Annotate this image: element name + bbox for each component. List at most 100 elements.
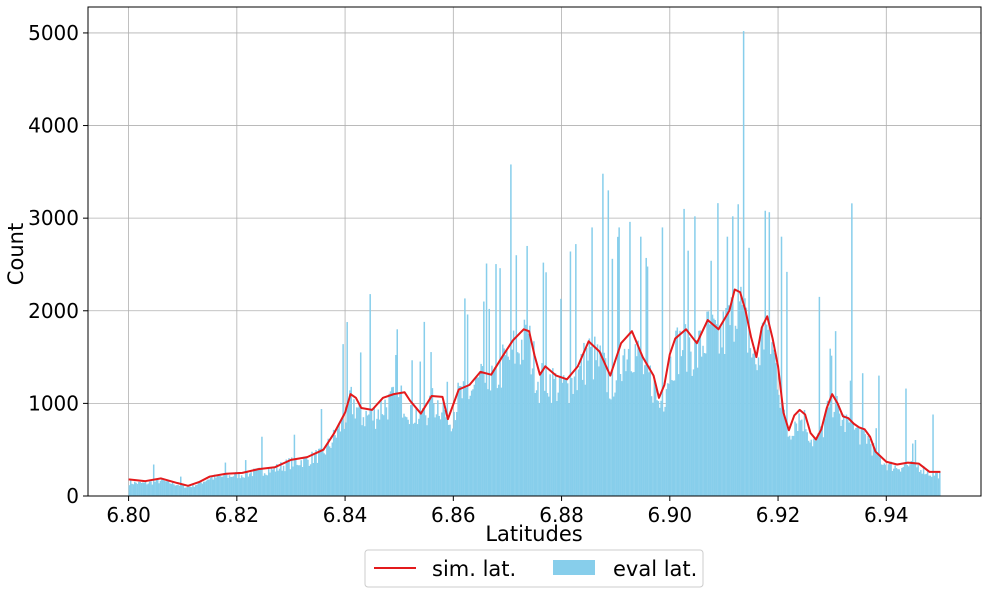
eval-lat-bar	[419, 361, 421, 496]
eval-lat-bar	[700, 356, 703, 496]
eval-lat-bar	[450, 431, 453, 496]
eval-lat-bar	[392, 386, 394, 496]
eval-lat-bar	[300, 460, 302, 496]
eval-lat-bar	[692, 369, 695, 496]
eval-lat-bar	[377, 409, 380, 496]
eval-lat-bar	[672, 380, 675, 496]
eval-lat-bar	[669, 356, 672, 496]
eval-lat-bar	[128, 485, 131, 496]
eval-lat-bar	[364, 426, 366, 496]
eval-lat-bar	[251, 476, 254, 496]
x-tick-label: 6.90	[648, 503, 693, 527]
eval-lat-bar	[840, 425, 842, 496]
eval-lat-bar	[387, 419, 389, 496]
eval-lat-bar	[922, 465, 925, 496]
eval-lat-bar	[798, 413, 800, 496]
eval-lat-bar	[649, 365, 652, 496]
eval-lat-bar	[280, 462, 282, 496]
eval-lat-bar	[746, 352, 749, 496]
eval-lat-bar	[207, 479, 209, 496]
eval-lat-bar	[642, 374, 645, 496]
eval-lat-bar	[817, 433, 819, 496]
eval-lat-bar	[388, 393, 390, 496]
eval-lat-bar	[355, 407, 358, 496]
eval-lat-bar	[805, 429, 807, 496]
eval-lat-bar	[652, 402, 654, 496]
eval-lat-bar	[888, 462, 891, 496]
eval-lat-bar	[568, 403, 570, 496]
eval-lat-bar	[257, 468, 259, 496]
eval-lat-bar	[690, 351, 692, 496]
eval-lat-bar	[845, 414, 848, 496]
eval-lat-bar	[466, 314, 469, 496]
eval-lat-bar	[676, 327, 679, 496]
eval-lat-bar	[276, 464, 278, 496]
eval-lat-bar	[741, 305, 744, 496]
x-tick-label: 6.82	[215, 503, 260, 527]
eval-lat-bar	[178, 485, 181, 496]
eval-lat-bar	[791, 435, 794, 496]
eval-lat-bar	[718, 353, 721, 496]
eval-lat-bar	[864, 434, 867, 496]
eval-lat-bar	[634, 344, 637, 496]
eval-lat-bar	[430, 352, 432, 496]
eval-lat-bar	[722, 311, 725, 496]
eval-lat-bar	[146, 484, 148, 496]
eval-lat-bar	[427, 417, 430, 496]
eval-lat-bar	[733, 341, 735, 496]
eval-lat-bar	[372, 420, 374, 496]
eval-lat-bar	[928, 475, 930, 496]
eval-lat-bar	[893, 468, 895, 496]
eval-lat-bar	[855, 427, 857, 496]
eval-lat-bar	[296, 464, 298, 496]
eval-lat-bar	[611, 258, 614, 496]
eval-lat-bar	[485, 263, 488, 496]
eval-lat-bar	[385, 407, 388, 496]
x-axis-ticks: 6.80 6.82 6.84 6.86 6.88 6.90 6.92 6.94	[106, 496, 909, 527]
eval-lat-bar	[527, 334, 530, 496]
eval-lat-bar	[169, 483, 171, 496]
eval-lat-bar	[335, 437, 338, 496]
eval-lat-bar	[760, 331, 762, 496]
eval-lat-bar	[285, 459, 288, 496]
eval-lat-bar	[216, 474, 219, 496]
eval-lat-bar	[779, 407, 781, 496]
eval-lat-bar	[727, 305, 730, 496]
eval-lat-bar	[786, 271, 788, 496]
eval-lat-bar	[681, 350, 684, 496]
eval-lat-bar	[554, 373, 557, 496]
eval-lat-bar	[230, 476, 232, 496]
eval-lat-bar	[541, 363, 543, 496]
eval-lat-bar	[787, 436, 790, 496]
eval-lat-bar	[483, 301, 485, 496]
eval-lat-bar	[530, 374, 532, 496]
eval-lat-bar	[139, 481, 141, 496]
eval-lat-bar	[433, 403, 435, 496]
eval-lat-bar	[506, 349, 508, 496]
eval-lat-bar	[792, 435, 795, 496]
eval-lat-bar	[313, 453, 316, 496]
eval-lat-bar	[462, 381, 465, 496]
eval-lat-bar	[665, 389, 668, 496]
eval-lat-bar	[456, 411, 458, 496]
eval-lat-bar	[819, 426, 822, 496]
eval-lat-bar	[284, 471, 286, 496]
eval-lat-bar	[756, 370, 758, 496]
eval-lat-bar	[641, 355, 643, 496]
eval-lat-bar	[327, 438, 329, 496]
eval-lat-bar	[910, 461, 913, 496]
eval-lat-bar	[320, 408, 323, 496]
eval-lat-bar	[847, 418, 849, 496]
eval-lat-bar	[553, 379, 555, 496]
eval-lat-bar	[744, 298, 746, 496]
eval-lat-bar	[319, 448, 321, 496]
x-tick-label: 6.92	[756, 503, 801, 527]
eval-lat-bar	[461, 398, 463, 496]
eval-lat-bar	[863, 430, 865, 496]
eval-lat-bar	[358, 402, 361, 496]
eval-lat-bar	[391, 387, 393, 496]
eval-lat-bar	[503, 348, 505, 496]
x-axis-label: Latitudes	[485, 522, 582, 546]
eval-lat-bar	[431, 388, 434, 496]
eval-lat-bar	[342, 344, 344, 496]
